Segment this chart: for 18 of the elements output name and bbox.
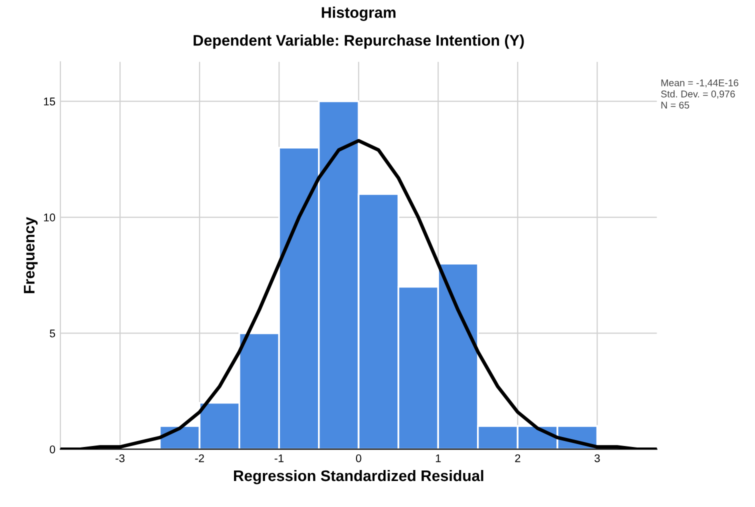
x-tick-label: 0 <box>356 454 362 462</box>
x-tick-label: 1 <box>436 454 441 462</box>
x-tick-label: -1 <box>274 454 284 462</box>
x-tick-label: -2 <box>195 454 204 462</box>
y-tick-label: 15 <box>44 98 56 106</box>
text: Mean = -1,44E-16 <box>661 79 738 88</box>
y-tick-label: 5 <box>50 330 56 338</box>
x-tick-label: 2 <box>515 454 520 462</box>
y-axis-title: Frequency <box>24 216 38 294</box>
x-tick-label: -3 <box>116 454 124 462</box>
y-tick-label: 10 <box>44 214 56 222</box>
text: Std. Dev. = 0,976 <box>661 90 735 99</box>
x-tick-label: 3 <box>594 454 600 462</box>
chart-title: Histogram <box>322 6 396 21</box>
chart-subtitle: Dependent Variable: Repurchase Intention (Y) <box>194 34 524 49</box>
y-tick-label: 0 <box>50 445 56 454</box>
x-axis-title: Regression Standardized Residual <box>234 470 484 484</box>
text: N = 65 <box>661 102 690 109</box>
